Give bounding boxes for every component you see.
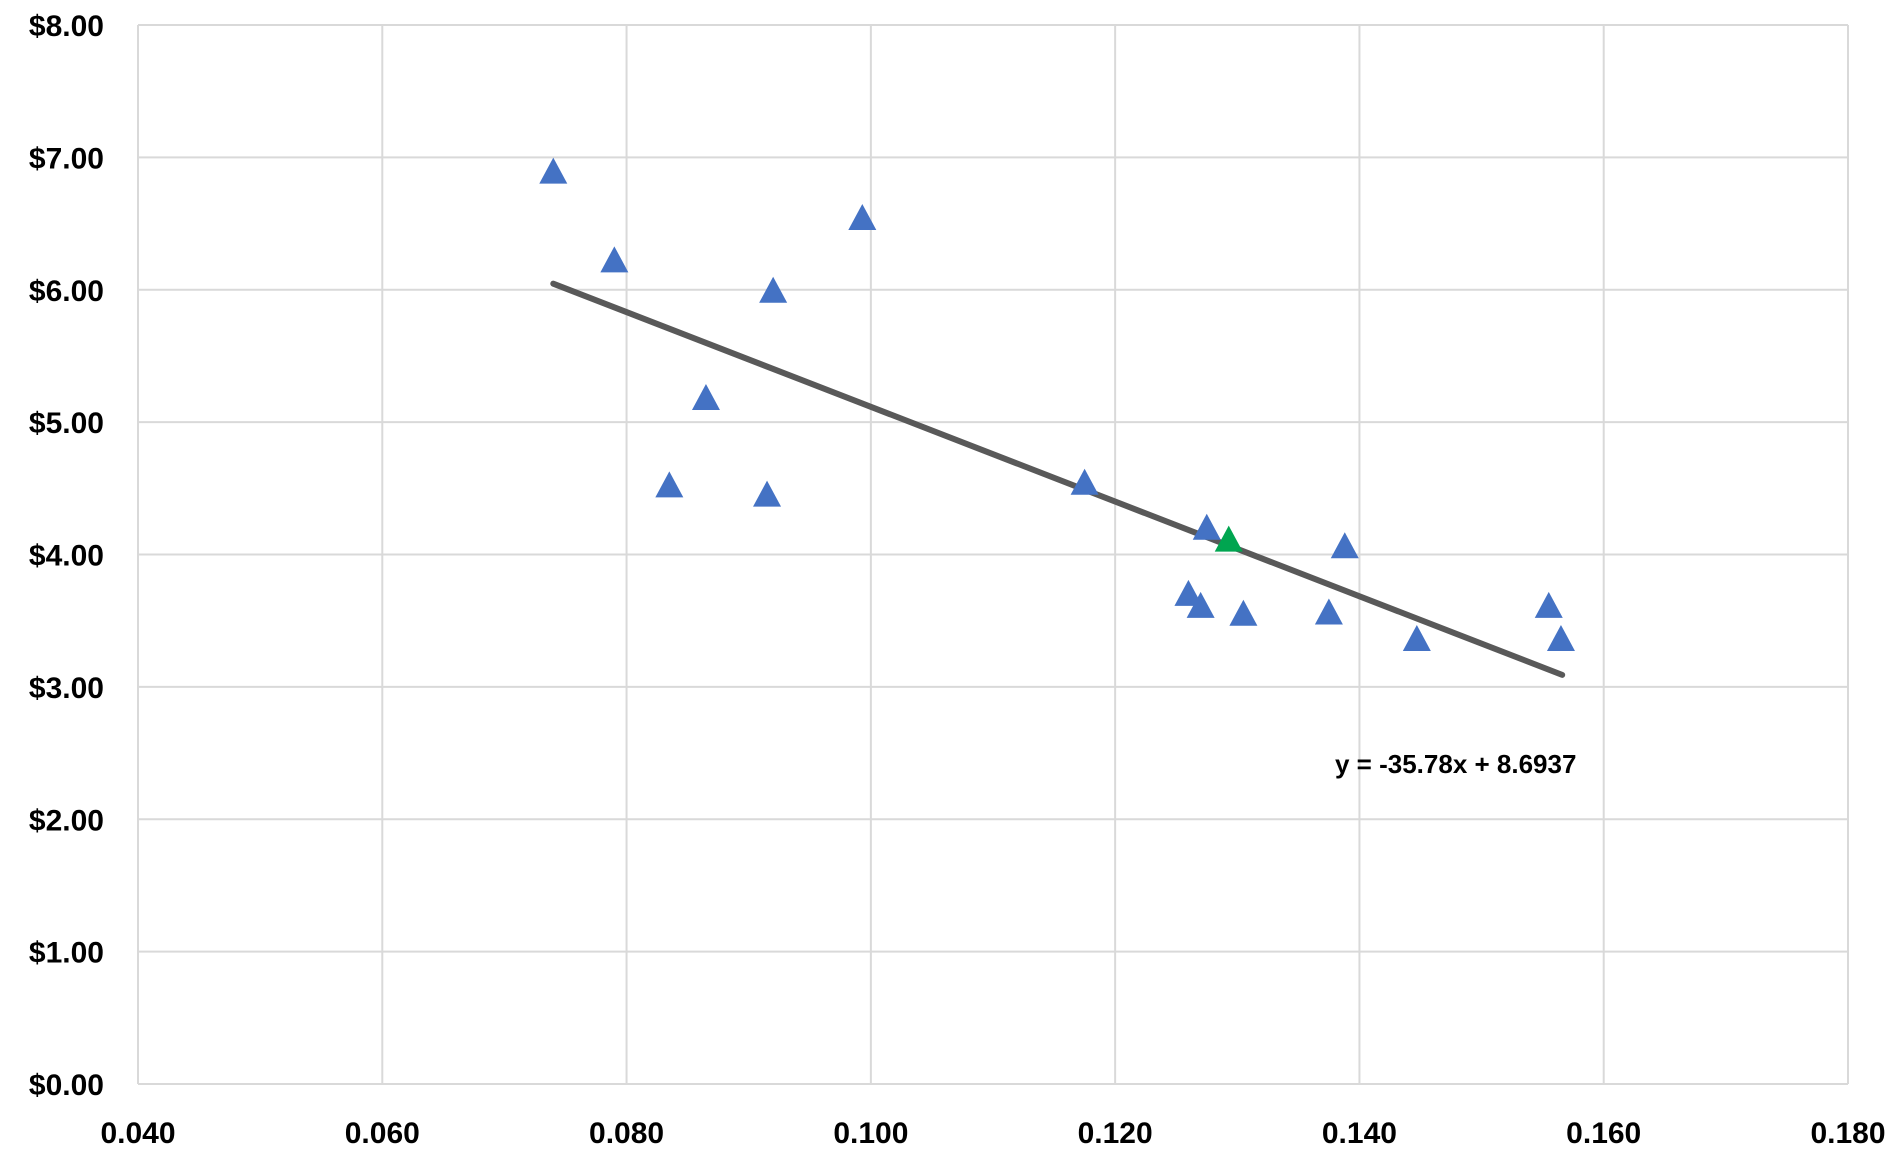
data-point-triangle — [759, 276, 788, 303]
trendline — [550, 280, 1566, 678]
data-point-triangle — [539, 157, 568, 184]
data-point-triangle — [1314, 598, 1343, 625]
y-tick-label: $3.00 — [29, 672, 104, 705]
data-point-triangle — [1186, 591, 1215, 618]
x-tick-label: 0.120 — [1078, 1117, 1153, 1150]
y-tick-label: $8.00 — [29, 10, 104, 43]
data-point-triangle — [1330, 532, 1359, 559]
trendline-group — [550, 280, 1566, 678]
data-point-triangle — [1229, 599, 1258, 626]
y-tick-label: $0.00 — [29, 1069, 104, 1102]
data-point-triangle — [1070, 468, 1099, 495]
data-point-triangle — [655, 471, 684, 498]
gridlines — [137, 24, 1849, 1085]
x-tick-label: 0.060 — [345, 1117, 420, 1150]
data-point-triangle — [1546, 624, 1575, 651]
data-point-triangle — [1214, 525, 1243, 552]
y-tick-label: $6.00 — [29, 275, 104, 308]
y-tick-label: $5.00 — [29, 407, 104, 440]
x-tick-label: 0.080 — [589, 1117, 664, 1150]
data-points — [539, 157, 1575, 651]
x-axis-tick-labels: 0.040 0.060 0.080 0.100 0.120 0.140 0.160 0.180 — [100, 1117, 1885, 1150]
data-point-triangle — [1192, 513, 1221, 540]
data-point-triangle — [848, 203, 877, 230]
y-tick-label: $1.00 — [29, 937, 104, 970]
y-tick-label: $7.00 — [29, 142, 104, 175]
data-point-triangle — [1174, 579, 1203, 606]
x-tick-label: 0.040 — [100, 1117, 175, 1150]
data-point-triangle — [1534, 591, 1563, 618]
y-axis-tick-labels: $0.00 $1.00 $2.00 $3.00 $4.00 $5.00 $6.00 $7.00… — [29, 10, 104, 1102]
trendline-equation-label: y = -35.78x + 8.6937 — [1335, 749, 1576, 779]
y-tick-label: $2.00 — [29, 804, 104, 837]
data-point-triangle — [753, 480, 782, 507]
y-tick-label: $4.00 — [29, 540, 104, 573]
x-tick-label: 0.100 — [833, 1117, 908, 1150]
x-tick-label: 0.160 — [1566, 1117, 1641, 1150]
x-tick-label: 0.180 — [1810, 1117, 1885, 1150]
data-point-triangle — [691, 384, 720, 411]
data-point-triangle — [600, 246, 629, 273]
x-tick-label: 0.140 — [1322, 1117, 1397, 1150]
data-point-triangle — [1402, 624, 1431, 651]
